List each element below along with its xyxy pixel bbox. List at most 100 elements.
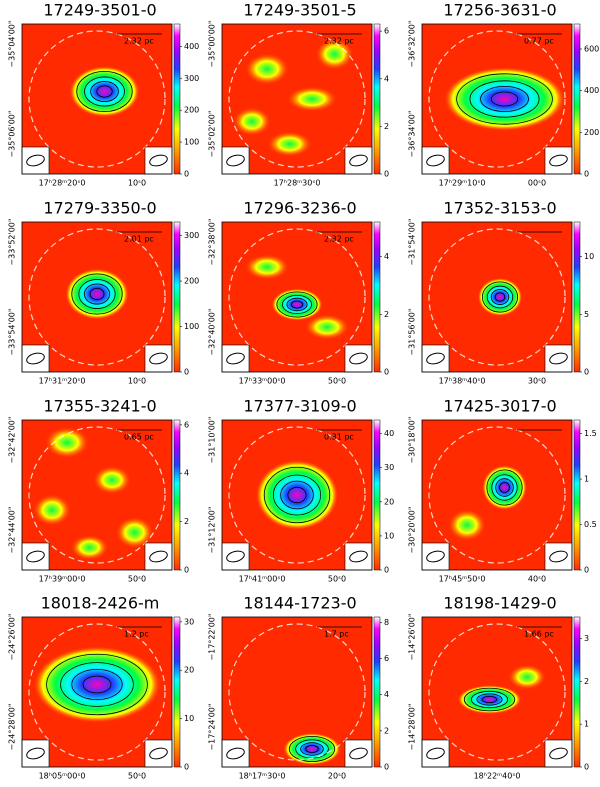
contour bbox=[486, 469, 523, 506]
map-frame bbox=[221, 221, 373, 373]
contour bbox=[46, 653, 148, 716]
contour bbox=[490, 91, 519, 107]
beam bbox=[149, 154, 168, 167]
y-tick-label: −31°56'00" bbox=[408, 308, 417, 355]
scale-label: 1.2 pc bbox=[124, 630, 149, 639]
colorbar-tick-label: 0 bbox=[584, 763, 589, 772]
scale-label: 2.32 pc bbox=[124, 37, 154, 46]
beam bbox=[149, 352, 168, 365]
beam-box bbox=[544, 344, 573, 373]
panel: 18018-2426-m 1.2 pc 0 10 20 30 −24°26'00" −24°2… bbox=[8, 594, 195, 781]
contour bbox=[280, 480, 314, 510]
x-tick-label: 30ˢ0 bbox=[528, 377, 546, 386]
y-tick-label: −35°02'00" bbox=[208, 110, 217, 157]
beam bbox=[549, 352, 568, 365]
panel-title: 18198-1429-0 bbox=[443, 594, 556, 613]
x-tick-label: 17ʰ45ᵐ50ˢ0 bbox=[439, 575, 486, 584]
emission bbox=[283, 733, 341, 765]
scale-label: 0.31 pc bbox=[324, 433, 354, 442]
field-circle bbox=[28, 623, 166, 761]
x-tick-label: 10ˢ0 bbox=[128, 377, 146, 386]
scale-label: 0.77 pc bbox=[524, 37, 554, 46]
beam-box bbox=[544, 542, 573, 571]
emission bbox=[304, 314, 350, 340]
panel: 17249-3501-5 2.32 pc 0 2 4 6 −35°00'00" −35°02'… bbox=[208, 1, 390, 188]
colorbar-tick-label: 0 bbox=[584, 170, 589, 179]
y-tick-label: −30°20'00" bbox=[408, 506, 417, 553]
colorbar bbox=[373, 221, 381, 373]
y-tick-label: −14°28'00" bbox=[408, 703, 417, 750]
beam bbox=[426, 154, 445, 167]
y-tick-label: −32°44'00" bbox=[8, 506, 17, 553]
colorbar-tick-label: 2 bbox=[384, 310, 389, 319]
colorbar bbox=[373, 616, 381, 768]
beam-box bbox=[221, 344, 250, 373]
x-tick-label: 50ˢ0 bbox=[128, 575, 146, 584]
colorbar bbox=[573, 23, 581, 175]
colorbar-tick-label: 0 bbox=[584, 566, 589, 575]
y-tick-label: −36°32'00" bbox=[408, 20, 417, 67]
x-tick-label: 40ˢ0 bbox=[528, 575, 546, 584]
map-frame bbox=[221, 616, 373, 768]
x-tick-label: 10ˢ0 bbox=[128, 179, 146, 188]
emission bbox=[232, 107, 272, 136]
colorbar bbox=[173, 221, 181, 373]
x-tick-label: 17ʰ38ᵐ40ˢ0 bbox=[439, 377, 486, 386]
colorbar-tick-label: 200 bbox=[584, 128, 599, 137]
beam bbox=[226, 352, 245, 365]
contour bbox=[463, 687, 516, 712]
beam-box bbox=[21, 542, 50, 571]
contour bbox=[263, 466, 331, 524]
panel-title: 17425-3017-0 bbox=[443, 397, 556, 416]
beam bbox=[149, 550, 168, 563]
colorbar-tick-label: 8 bbox=[384, 618, 389, 627]
beam-box bbox=[221, 739, 250, 768]
contour bbox=[490, 289, 510, 305]
map-frame bbox=[21, 23, 173, 175]
colorbar-tick-label: 10 bbox=[184, 714, 194, 723]
beam bbox=[26, 747, 45, 760]
colorbar bbox=[573, 419, 581, 571]
beam bbox=[549, 550, 568, 563]
colorbar-tick-label: 20 bbox=[184, 666, 194, 675]
contour bbox=[300, 742, 324, 756]
y-tick-label: −14°26'00" bbox=[408, 613, 417, 660]
panel-title: 17377-3109-0 bbox=[243, 397, 356, 416]
beam-box bbox=[544, 739, 573, 768]
panel: 18144-1723-0 1.7 pc 0 2 4 6 8 −17°22'00" −17°24'… bbox=[208, 594, 390, 781]
field-circle bbox=[428, 30, 566, 168]
emission bbox=[32, 494, 72, 526]
emission bbox=[271, 288, 323, 321]
panel-title: 18018-2426-m bbox=[41, 594, 160, 613]
colorbar-tick-label: 0 bbox=[384, 566, 389, 575]
y-tick-label: −24°28'00" bbox=[8, 703, 17, 750]
scale-label: 1.7 pc bbox=[324, 630, 349, 639]
contour bbox=[96, 85, 113, 98]
emission bbox=[70, 534, 109, 561]
panel: 17256-3631-0 0.77 pc 0 200 400 600 −36°32'00" −… bbox=[408, 1, 600, 188]
panel-title: 17279-3350-0 bbox=[43, 199, 156, 218]
contour bbox=[272, 474, 322, 516]
x-tick-label: 50ˢ0 bbox=[328, 575, 346, 584]
colorbar-tick-label: 600 bbox=[584, 45, 599, 54]
panel: 17249-3501-0 2.32 pc 0 100 200 300 400 −35°04'0… bbox=[8, 1, 200, 188]
emission bbox=[482, 465, 527, 510]
panel-title: 17256-3631-0 bbox=[443, 1, 556, 20]
colorbar bbox=[573, 616, 581, 768]
contour bbox=[499, 482, 510, 493]
beam-box bbox=[144, 146, 173, 175]
colorbar-tick-label: 200 bbox=[184, 106, 199, 115]
map-frame bbox=[21, 616, 173, 768]
colorbar bbox=[573, 221, 581, 373]
beam-box bbox=[21, 739, 50, 768]
y-tick-label: −36°34'00" bbox=[408, 110, 417, 157]
field-circle bbox=[28, 426, 166, 564]
colorbar-tick-label: 3 bbox=[584, 634, 589, 643]
colorbar-tick-label: 200 bbox=[184, 277, 199, 286]
beam bbox=[426, 747, 445, 760]
y-tick-label: −31°10'00" bbox=[208, 416, 217, 463]
colorbar-tick-label: 400 bbox=[584, 86, 599, 95]
colorbar-tick-label: 0 bbox=[184, 170, 189, 179]
contour bbox=[290, 300, 303, 309]
y-tick-label: −32°42'00" bbox=[8, 416, 17, 463]
